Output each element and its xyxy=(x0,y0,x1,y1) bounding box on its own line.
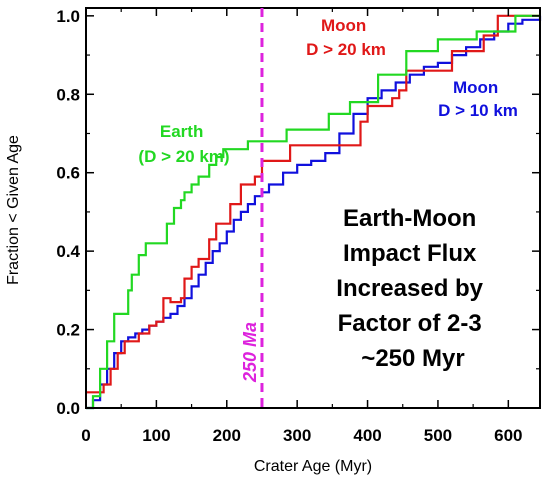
x-axis-title: Crater Age (Myr) xyxy=(254,458,372,475)
series-line-earth20 xyxy=(86,14,540,410)
y-tick-label-1: 0.2 xyxy=(56,321,80,340)
y-tick-label-3: 0.6 xyxy=(56,164,80,183)
conclusion-line-3: Increased by xyxy=(336,275,483,302)
earth-annotation-line-2: (D > 20 km) xyxy=(138,147,229,166)
moon20-annotation: Moon D > 20 km xyxy=(306,16,386,59)
y-tick-label-2: 0.4 xyxy=(56,242,80,261)
x-tick-label-3: 300 xyxy=(283,426,311,445)
moon10-annotation: Moon D > 10 km xyxy=(438,78,518,120)
conclusion-line-4: Factor of 2-3 xyxy=(338,310,482,337)
earth-annotation-line-1: Earth xyxy=(160,122,203,141)
moon20-annotation-line-1: Moon xyxy=(321,16,366,35)
moon10-annotation-line-2: D > 10 km xyxy=(438,101,518,120)
y-tick-label-4: 0.8 xyxy=(56,85,80,104)
moon10-annotation-line-1: Moon xyxy=(453,78,498,97)
y-tick-label-5: 1.0 xyxy=(56,7,80,26)
x-tick-label-0: 0 xyxy=(81,426,90,445)
conclusion-text: Earth-Moon Impact Flux Increased by Fact… xyxy=(336,205,489,372)
y-tick-label-0: 0.0 xyxy=(56,399,80,418)
plot-frame xyxy=(85,7,541,409)
conclusion-line-5: ~250 Myr xyxy=(361,345,464,372)
conclusion-line-2: Impact Flux xyxy=(343,240,477,267)
moon20-annotation-line-2: D > 20 km xyxy=(306,40,386,59)
plot-area xyxy=(86,14,542,410)
axis-ticks: 0 100 200 300 400 500 600 0.0 0.2 0.4 0.6 0.8 1.0 xyxy=(56,7,540,445)
x-tick-label-1: 100 xyxy=(142,426,170,445)
x-tick-label-2: 200 xyxy=(213,426,241,445)
earth-annotation: Earth (D > 20 km) xyxy=(138,122,229,166)
y-axis-title: Fraction < Given Age xyxy=(5,135,22,285)
reference-line-group: 250 Ma xyxy=(240,8,264,408)
x-tick-label-4: 400 xyxy=(353,426,381,445)
reference-line-label: 250 Ma xyxy=(240,322,260,383)
x-tick-label-5: 500 xyxy=(424,426,452,445)
conclusion-line-1: Earth-Moon xyxy=(343,205,476,232)
x-tick-label-6: 600 xyxy=(494,426,522,445)
series-line-moon20 xyxy=(86,14,540,394)
